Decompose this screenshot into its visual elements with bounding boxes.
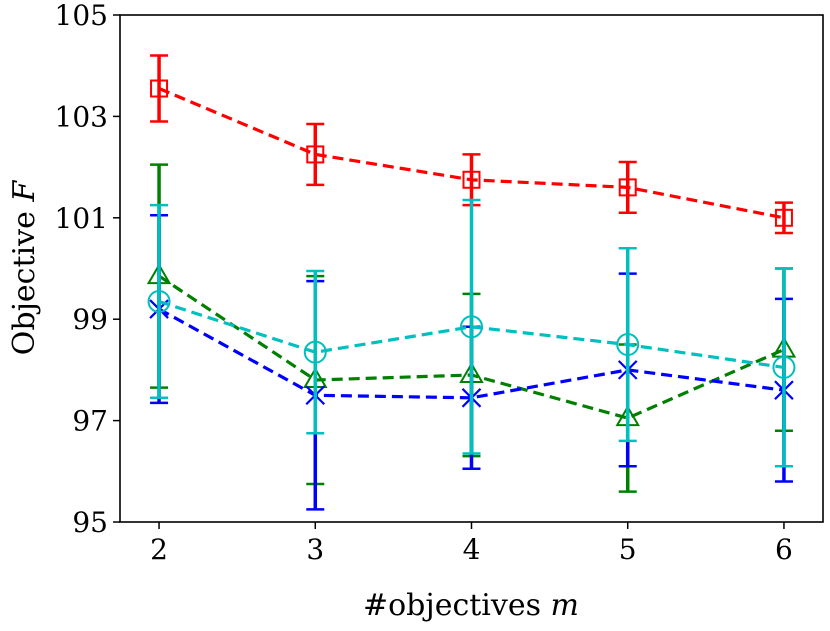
y-axis-title-text: Objective bbox=[7, 211, 42, 355]
y-tick-label-95: 95 bbox=[72, 506, 108, 539]
point-cyan-circle-3 bbox=[616, 333, 640, 357]
x-axis-title: #objectives m bbox=[363, 588, 579, 623]
point-red-square-3 bbox=[618, 178, 637, 197]
x-tick-label-2: 2 bbox=[150, 533, 168, 566]
point-cyan-circle-2 bbox=[460, 315, 483, 339]
x-tick-label-6: 6 bbox=[775, 533, 793, 566]
point-red-square-0 bbox=[150, 79, 169, 98]
point-cyan-circle-4 bbox=[772, 355, 796, 379]
series-red-square bbox=[150, 54, 793, 235]
y-tick-label-97: 97 bbox=[72, 405, 108, 438]
series-cyan-circle bbox=[147, 198, 796, 468]
data-layer bbox=[146, 54, 797, 511]
x-axis-title-text: #objectives bbox=[363, 588, 541, 623]
axis-layer: 95 97 99 101 103 105 2 3 4 5 6 bbox=[55, 0, 793, 566]
y-tick-label-99: 99 bbox=[72, 303, 108, 336]
y-tick-label-103: 103 bbox=[55, 100, 108, 133]
y-axis-title-var: F bbox=[7, 180, 42, 203]
y-axis-title: Objective F bbox=[7, 180, 42, 356]
series-line-cyan-circle bbox=[158, 299, 785, 369]
point-cyan-circle-0 bbox=[147, 289, 171, 313]
x-tick-label-3: 3 bbox=[306, 533, 324, 566]
y-tick-label-101: 101 bbox=[55, 202, 108, 235]
series-line-red-square bbox=[158, 87, 785, 220]
y-tick-label-105: 105 bbox=[55, 0, 108, 32]
point-red-square-4 bbox=[774, 208, 793, 227]
x-tick-label-5: 5 bbox=[619, 533, 637, 566]
series-line-blue-x bbox=[158, 307, 785, 400]
point-red-square-1 bbox=[306, 145, 325, 164]
x-axis-title-var: m bbox=[551, 588, 579, 623]
point-red-square-2 bbox=[462, 170, 481, 189]
point-cyan-circle-1 bbox=[303, 340, 327, 364]
x-tick-label-4: 4 bbox=[463, 533, 481, 566]
